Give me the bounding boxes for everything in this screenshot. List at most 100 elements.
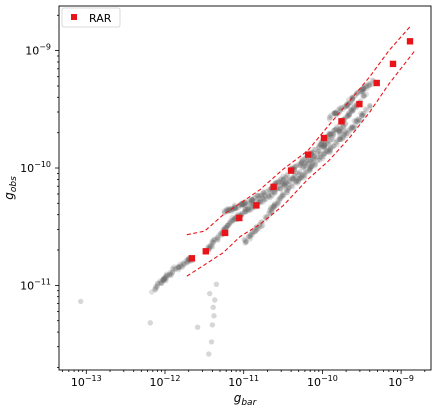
cloud-point	[345, 112, 351, 118]
cloud-point	[336, 136, 342, 143]
rar-point	[287, 167, 295, 174]
rar-point	[221, 229, 229, 237]
cloud-point	[275, 200, 282, 206]
cloud-point	[337, 130, 343, 136]
cloud-point	[183, 257, 189, 264]
cloud-point	[360, 112, 366, 119]
cloud-point	[298, 160, 304, 166]
cloud-point	[321, 144, 327, 150]
cloud-point	[274, 200, 281, 206]
cloud-point	[355, 117, 362, 123]
cloud-point	[361, 110, 367, 117]
cloud-point	[293, 179, 299, 185]
cloud-point	[257, 192, 264, 199]
cloud-point	[245, 199, 251, 205]
cloud-point	[366, 83, 372, 89]
cloud-point	[241, 236, 247, 242]
cloud-point	[318, 142, 325, 148]
cloud-point	[335, 110, 341, 116]
cloud-point	[326, 131, 332, 138]
cloud-point	[359, 88, 365, 94]
cloud-point	[360, 92, 367, 99]
rar-point	[338, 118, 345, 125]
cloud-point	[310, 149, 317, 155]
cloud-point	[295, 178, 301, 184]
cloud-point	[332, 110, 338, 117]
cloud-point	[335, 107, 341, 113]
cloud-point	[360, 85, 367, 91]
cloud-point	[250, 196, 256, 203]
cloud-point	[284, 187, 290, 194]
cloud-point	[317, 141, 323, 147]
cloud-point	[158, 280, 165, 286]
cloud-point	[308, 163, 315, 170]
cloud-point	[266, 188, 272, 194]
x-tick-label: 10−9	[388, 374, 414, 389]
cloud-point	[149, 289, 155, 295]
cloud-point	[325, 141, 331, 148]
cloud-point	[349, 124, 356, 131]
cloud-point	[209, 239, 215, 246]
cloud-point	[152, 284, 159, 290]
x-tick-label: 10−13	[71, 374, 102, 389]
cloud-point	[246, 206, 252, 212]
cloud-point	[279, 178, 286, 184]
cloud-point	[352, 93, 359, 99]
cloud-point	[222, 225, 228, 231]
cloud-point	[277, 195, 283, 201]
cloud-point	[286, 185, 292, 191]
cloud-point	[327, 131, 333, 138]
cloud-point	[301, 172, 307, 179]
band-lower-line	[186, 50, 416, 277]
cloud-point	[340, 124, 347, 131]
cloud-point	[161, 277, 167, 283]
cloud-point	[321, 141, 328, 148]
cloud-point	[267, 194, 273, 201]
cloud-point	[158, 279, 164, 286]
cloud-point	[175, 264, 182, 271]
cloud-point	[329, 130, 336, 137]
cloud-point	[279, 182, 285, 188]
cloud-point	[254, 192, 260, 199]
cloud-point	[346, 110, 352, 116]
legend-label: RAR	[89, 12, 112, 25]
cloud-point	[285, 181, 291, 187]
cloud-point	[307, 157, 314, 163]
cloud-outlier-point	[78, 298, 84, 305]
rar-point	[320, 134, 328, 142]
cloud-point	[296, 161, 302, 167]
cloud-point	[181, 261, 187, 268]
cloud-point	[297, 162, 303, 169]
cloud-point	[160, 277, 166, 283]
cloud-point	[241, 202, 247, 208]
cloud-point	[212, 237, 218, 243]
cloud-outlier-point	[209, 322, 216, 328]
cloud-point	[341, 131, 348, 138]
cloud-point	[239, 201, 245, 207]
cloud-point	[359, 88, 365, 95]
cloud-point	[283, 180, 289, 186]
cloud-point	[285, 178, 292, 184]
cloud-point	[210, 239, 217, 245]
cloud-point	[262, 196, 268, 202]
cloud-point	[298, 174, 305, 180]
cloud-point	[298, 171, 304, 178]
cloud-point	[242, 207, 248, 213]
cloud-point	[242, 208, 248, 214]
cloud-point	[340, 124, 346, 130]
cloud-point	[328, 136, 334, 142]
cloud-point	[247, 233, 253, 239]
cloud-point	[281, 181, 287, 187]
cloud-point	[328, 144, 335, 151]
cloud-point	[358, 113, 365, 120]
cloud-point	[255, 195, 261, 201]
plot-frame	[58, 5, 432, 371]
cloud-point	[181, 261, 187, 267]
cloud-point	[268, 204, 274, 211]
rar-point	[373, 79, 380, 87]
cloud-point	[256, 222, 263, 229]
cloud-point	[327, 145, 334, 151]
cloud-point	[171, 264, 177, 270]
cloud-point	[268, 189, 274, 195]
cloud-point	[332, 127, 338, 133]
